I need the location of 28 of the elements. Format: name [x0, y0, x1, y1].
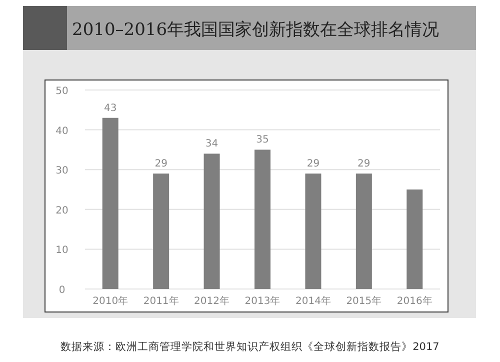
y-tick-label: 10: [56, 245, 68, 256]
x-tick-label: 2011年: [143, 295, 179, 307]
bar: [102, 118, 118, 289]
bar: [204, 154, 220, 289]
y-tick-label: 40: [56, 126, 68, 137]
data-label: 29: [154, 158, 168, 170]
bar: [254, 150, 270, 289]
source-note: 数据来源：欧洲工商管理学院和世界知识产权组织《全球创新指数报告》2017: [60, 340, 440, 353]
data-label: 29: [306, 158, 320, 170]
data-label: 43: [104, 102, 117, 114]
x-tick-label: 2010年: [92, 295, 128, 307]
x-tick-label: 2013年: [244, 295, 280, 307]
bar: [406, 190, 423, 289]
x-tick-label: 2015年: [346, 295, 382, 307]
bar: [356, 174, 372, 289]
data-label: 29: [358, 158, 370, 170]
data-label: 34: [205, 138, 218, 150]
y-tick-label: 50: [56, 86, 68, 97]
data-label: 35: [256, 134, 269, 146]
x-tick-label: 2016年: [396, 295, 432, 307]
y-tick-label: 0: [58, 285, 66, 296]
chart-title: 2010–2016年我国国家创新指数在全球排名情况: [72, 20, 440, 40]
x-tick-label: 2012年: [194, 295, 230, 307]
y-tick-label: 20: [56, 205, 68, 216]
y-tick-label: 30: [56, 166, 68, 177]
bar: [153, 174, 170, 289]
x-tick-label: 2014年: [295, 295, 331, 307]
bar: [305, 174, 322, 289]
